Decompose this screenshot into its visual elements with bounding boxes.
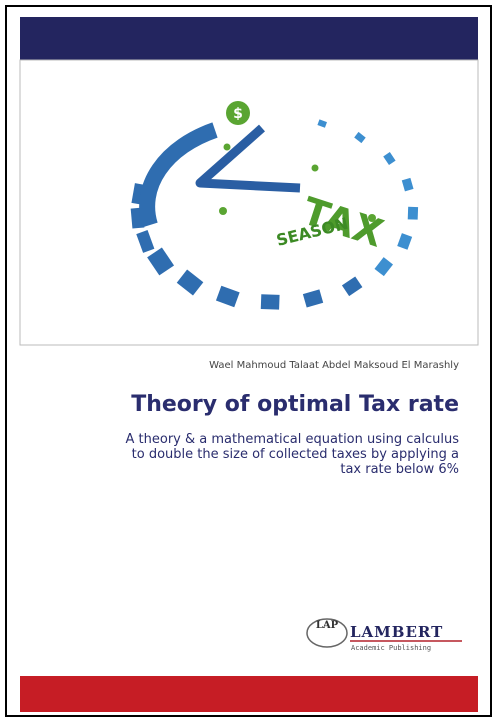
bottom-band: [20, 676, 478, 712]
logo-mark: LAP: [316, 620, 339, 631]
publisher-tagline: Academic Publishing: [351, 644, 431, 652]
top-band: [20, 17, 478, 60]
dollar-sign: $: [233, 106, 243, 122]
author: Wael Mahmoud Talaat Abdel Maksoud El Mar…: [209, 360, 459, 371]
subtitle-line: to double the size of collected taxes by…: [126, 447, 460, 462]
book-title: Theory of optimal Tax rate: [131, 392, 459, 417]
clock-dash: [261, 294, 280, 309]
subtitle: A theory & a mathematical equation using…: [126, 432, 460, 477]
clock-dash: [408, 207, 418, 220]
subtitle-line: A theory & a mathematical equation using…: [126, 432, 460, 447]
dot: [224, 144, 231, 151]
subtitle-line: tax rate below 6%: [126, 462, 460, 477]
dot: [219, 207, 227, 215]
dot: [312, 165, 319, 172]
image-frame: [20, 60, 478, 345]
book-cover: $ TAX SEASON LAP LAMBERT Academic Publis…: [0, 0, 497, 722]
publisher-name: LAMBERT: [350, 623, 443, 641]
